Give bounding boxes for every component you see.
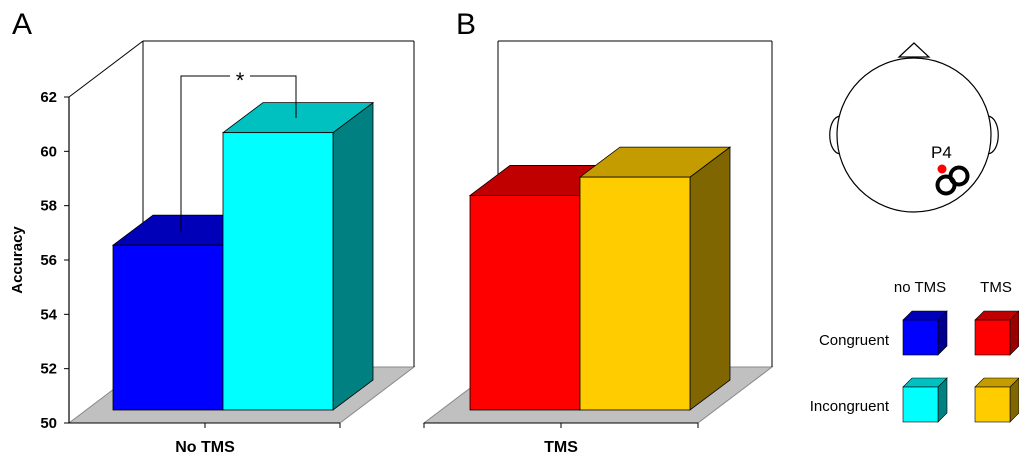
legend-row-incongruent: Incongruent bbox=[810, 398, 890, 415]
bar-no-tms-incongruent bbox=[222, 132, 334, 411]
y-tick-label: 50 bbox=[40, 415, 57, 432]
panel-a-bars bbox=[111, 101, 375, 411]
legend-swatch-no-tms-congruent bbox=[902, 319, 939, 356]
legend-header-tms: TMS bbox=[980, 279, 1012, 296]
significance-star: * bbox=[236, 68, 245, 93]
y-axis-label: Accuracy bbox=[9, 226, 26, 294]
panel-b: B TMS bbox=[422, 8, 774, 456]
electrode-label-p4: P4 bbox=[931, 143, 952, 162]
y-tick-label: 52 bbox=[40, 361, 57, 378]
legend-swatches bbox=[902, 310, 1019, 423]
legend-row-congruent: Congruent bbox=[819, 332, 890, 349]
panel-a-side-wall-top bbox=[68, 40, 144, 98]
head-outline-icon bbox=[836, 57, 992, 213]
panel-b-bars bbox=[468, 146, 732, 411]
panel-label-a: A bbox=[12, 8, 32, 41]
bar-no-tms-incongruent-side bbox=[332, 101, 374, 411]
legend: no TMS TMS Congruent Incongruent bbox=[810, 279, 1019, 423]
y-tick-label: 62 bbox=[40, 89, 57, 106]
y-tick-label: 58 bbox=[40, 198, 57, 215]
panel-a: A No TMS Accuracy 50 52 54 56 58 60 62 * bbox=[9, 8, 416, 456]
x-label-tms: TMS bbox=[544, 439, 578, 456]
tms-coil-right-icon bbox=[948, 165, 970, 187]
legend-swatch-tms-incongruent bbox=[974, 386, 1011, 423]
head-nose-icon bbox=[897, 42, 931, 58]
y-tick-label: 56 bbox=[40, 252, 57, 269]
bar-no-tms-congruent bbox=[112, 244, 224, 411]
significance-bracket: * bbox=[180, 68, 297, 232]
legend-swatch-tms-congruent bbox=[974, 319, 1011, 356]
bar-tms-incongruent-side bbox=[689, 146, 731, 411]
bar-tms-incongruent bbox=[579, 176, 691, 411]
y-tick-label: 60 bbox=[40, 143, 57, 160]
y-tick-label: 54 bbox=[40, 306, 57, 323]
bar-tms-congruent bbox=[469, 195, 581, 411]
y-ticks: 50 52 54 56 58 60 62 bbox=[40, 89, 69, 432]
x-label-no-tms: No TMS bbox=[175, 439, 235, 456]
legend-header-no-tms: no TMS bbox=[894, 279, 946, 296]
legend-swatch-no-tms-incongruent bbox=[902, 386, 939, 423]
head-diagram: P4 bbox=[829, 42, 999, 213]
panel-label-b: B bbox=[456, 8, 476, 41]
electrode-p4-dot bbox=[937, 164, 947, 174]
